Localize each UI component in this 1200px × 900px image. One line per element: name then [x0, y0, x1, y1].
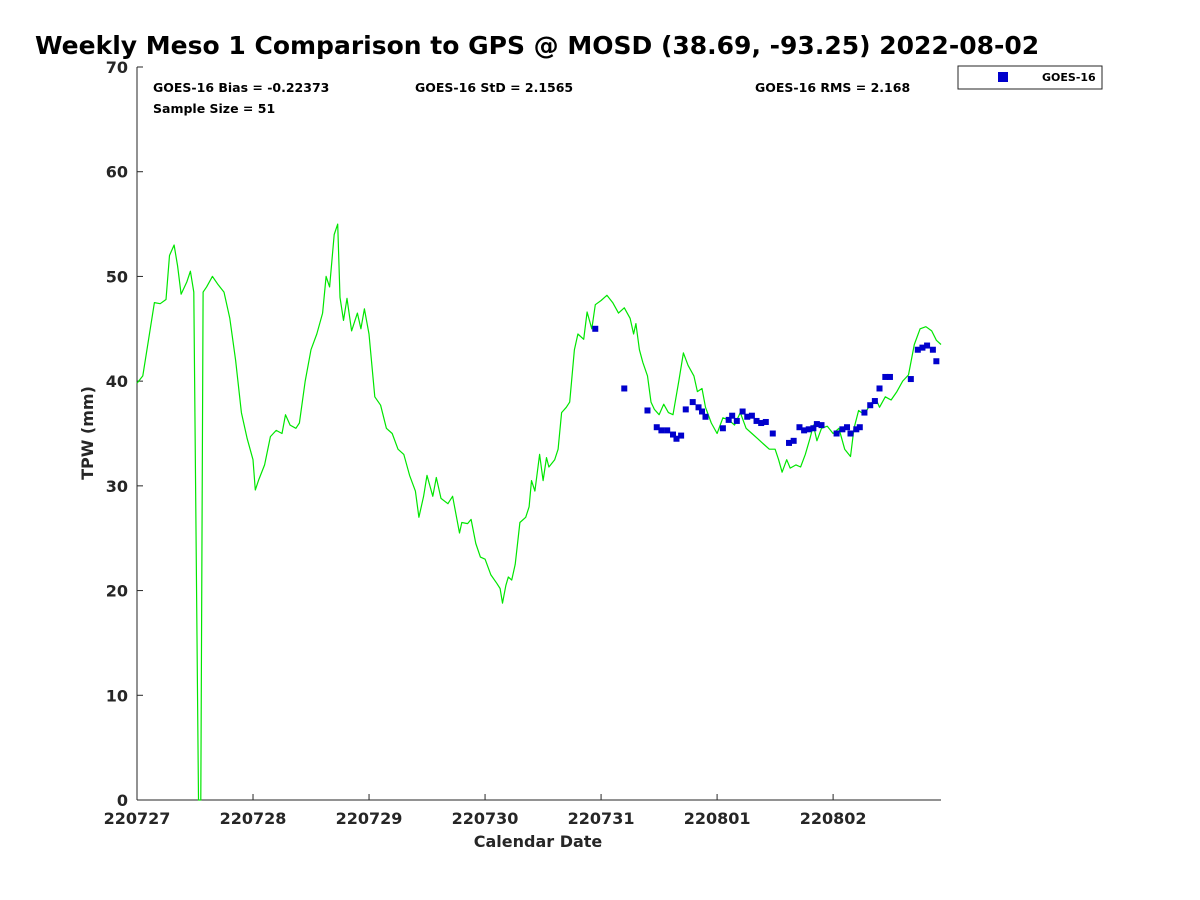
legend-label-goes-16: GOES-16 — [1042, 71, 1096, 84]
goes-16-point — [847, 430, 854, 437]
goes-16-point — [844, 424, 851, 431]
goes-16-point — [801, 427, 808, 434]
goes-16-point — [753, 417, 760, 424]
goes-16-point — [682, 406, 689, 413]
x-tick-label: 220728 — [220, 809, 287, 828]
goes-16-point — [924, 342, 931, 349]
series-layer — [136, 223, 942, 801]
x-tick-label: 220731 — [568, 809, 635, 828]
goes-16-point — [853, 426, 860, 433]
goes-16-point — [786, 439, 793, 446]
goes-16-point — [839, 426, 846, 433]
goes-16-point — [790, 437, 797, 444]
goes-16-point — [914, 346, 921, 353]
legend-marker-goes-16 — [998, 72, 1008, 82]
goes-16-point — [658, 427, 665, 434]
y-tick-label: 30 — [106, 477, 128, 496]
sample-size-stat: Sample Size = 51 — [153, 101, 275, 116]
goes-16-point — [689, 399, 696, 406]
goes-16-point — [653, 424, 660, 431]
goes-16-point — [882, 373, 889, 380]
goes-16-point — [762, 418, 769, 425]
y-tick-label: 70 — [106, 58, 128, 77]
rms-stat: GOES-16 RMS = 2.168 — [755, 80, 910, 95]
chart-title: Weekly Meso 1 Comparison to GPS @ MOSD (… — [35, 31, 1039, 60]
goes-16-point — [871, 398, 878, 405]
x-axis-label: Calendar Date — [474, 832, 603, 851]
goes-16-point — [867, 402, 874, 409]
y-axis-ticks: 0 10 20 30 40 50 60 70 — [106, 58, 143, 810]
goes-16-point — [810, 425, 817, 432]
y-axis-label: TPW (mm) — [78, 386, 97, 480]
std-stat: GOES-16 StD = 2.1565 — [415, 80, 573, 95]
goes-16-point — [818, 422, 825, 429]
gps-tpw-line — [136, 223, 942, 801]
x-axis-ticks: 220727 220728 220729 220730 220731 220801 2208… — [104, 794, 867, 828]
y-tick-label: 60 — [106, 163, 128, 182]
goes-16-point — [695, 404, 702, 411]
legend: GOES-16 — [957, 65, 1103, 90]
y-tick-label: 10 — [106, 686, 128, 705]
y-tick-label: 20 — [106, 582, 128, 601]
goes-16-point — [796, 424, 803, 431]
goes-16-point — [861, 409, 868, 416]
goes-16-point — [729, 412, 736, 419]
goes-16-point — [621, 385, 628, 392]
goes-16-point — [933, 358, 940, 365]
goes-16-point — [592, 325, 599, 332]
goes-16-point — [813, 421, 820, 428]
goes-16-point — [664, 427, 671, 434]
y-tick-label: 50 — [106, 267, 128, 286]
goes-16-point — [929, 346, 936, 353]
goes-16-point — [673, 435, 680, 442]
goes-16-point — [670, 431, 676, 438]
goes-16-point — [699, 408, 706, 415]
goes-16-point — [833, 430, 840, 437]
goes-16-point — [678, 432, 685, 439]
goes-16-point — [769, 430, 776, 437]
goes-16-point — [886, 373, 893, 380]
y-tick-label: 40 — [106, 372, 128, 391]
goes-16-point — [744, 413, 751, 420]
x-tick-label: 220730 — [452, 809, 519, 828]
y-tick-label: 0 — [117, 791, 128, 810]
bias-stat: GOES-16 Bias = -0.22373 — [153, 80, 329, 95]
x-tick-label: 220802 — [800, 809, 867, 828]
goes-16-point — [739, 408, 746, 415]
goes-16-point — [907, 376, 914, 383]
goes-16-point — [856, 424, 863, 431]
legend-box — [957, 65, 1103, 90]
x-tick-label: 220729 — [336, 809, 403, 828]
goes-16-point — [702, 413, 709, 420]
goes-16-point — [719, 425, 726, 432]
goes-16-point — [725, 416, 732, 423]
goes-16-point — [733, 417, 740, 424]
goes-16-point — [919, 344, 926, 351]
goes-16-point — [644, 407, 651, 414]
goes-16-point — [748, 412, 755, 419]
goes-16-point — [876, 385, 883, 392]
x-tick-label: 220801 — [684, 809, 751, 828]
plot-area: 0 10 20 30 40 50 60 70 220727 220728 220729 220730… — [104, 58, 942, 828]
goes-16-point — [805, 426, 812, 433]
x-tick-label: 220727 — [104, 809, 171, 828]
goes-16-point — [758, 420, 765, 427]
